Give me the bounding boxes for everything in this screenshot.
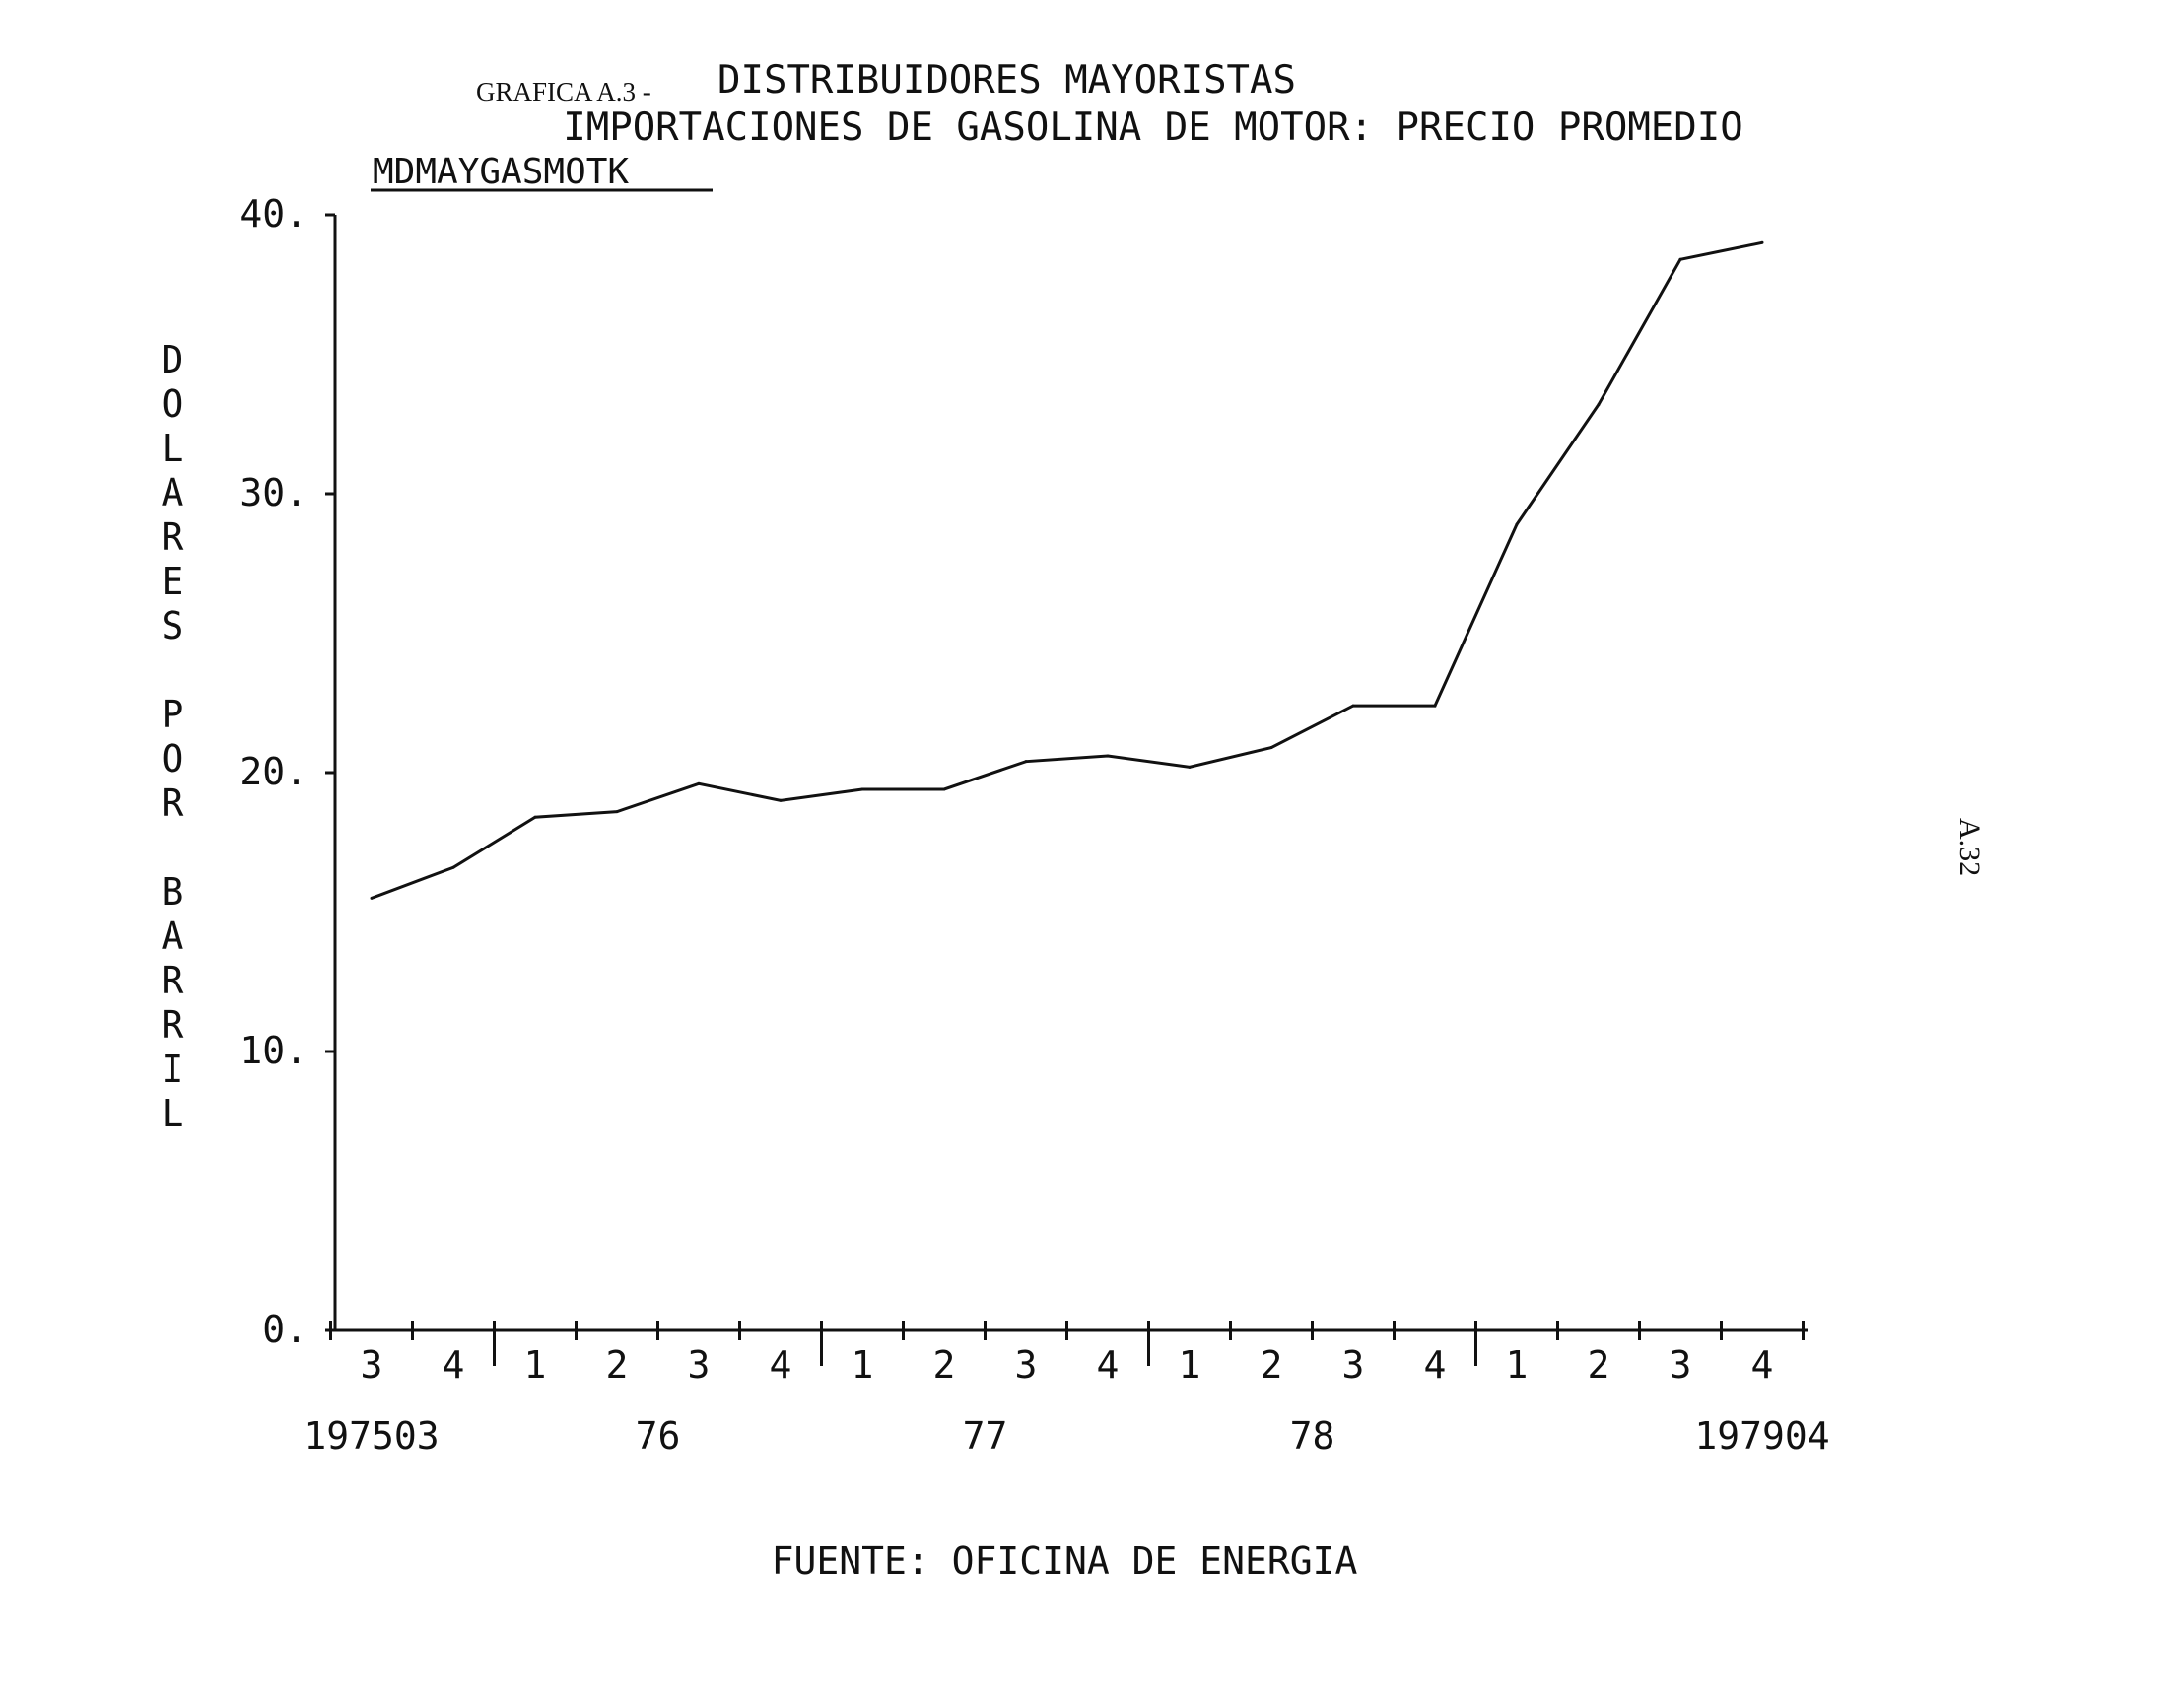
quarter-label: 3 [1015,1343,1038,1387]
quarter-label: 2 [933,1343,956,1387]
x-axis-ticks: 3 4 1 2 3 4 1 2 3 4 1 2 3 4 1 2 3 4 [329,1321,1805,1387]
quarter-label: 4 [1097,1343,1120,1387]
data-point [1106,754,1110,758]
y-axis-label-letter: R [162,959,184,1002]
year-label: 197503 [304,1414,439,1458]
quarter-label: 3 [1670,1343,1692,1387]
chart-subtitle: IMPORTACIONES DE GASOLINA DE MOTOR: PREC… [563,105,1742,150]
data-point [697,781,701,785]
y-axis-label-letter: A [162,915,184,958]
y-axis-label-letter: P [162,693,184,736]
y-axis-label-letter: L [162,427,184,470]
y-axis-ticks: 0. 10. 20. 30. 40. [239,192,335,1351]
quarter-label: 1 [1179,1343,1201,1387]
year-label: 77 [963,1414,1008,1458]
data-point [779,798,783,802]
data-point [1760,240,1764,244]
quarter-label: 2 [1261,1343,1283,1387]
data-point [942,787,946,791]
quarter-label: 1 [852,1343,874,1387]
quarter-label: 4 [1751,1343,1774,1387]
data-point [860,787,864,791]
quarter-label: 3 [688,1343,711,1387]
year-labels: 197503 76 77 78 197904 [304,1414,1829,1458]
data-point [1678,257,1682,261]
quarter-label: 4 [770,1343,792,1387]
quarter-label: 4 [1424,1343,1447,1387]
data-point [1597,402,1601,406]
chart-prefix: GRAFICA A.3 - [476,77,651,106]
y-axis-label-letter: B [162,870,184,914]
quarter-label: 1 [524,1343,547,1387]
data-point [1515,522,1519,526]
y-axis-label-letter: R [162,781,184,825]
y-tick-label: 40. [239,192,307,236]
quarter-label: 2 [606,1343,629,1387]
quarter-label: 2 [1588,1343,1610,1387]
data-point [615,810,619,814]
y-axis-label-letter: R [162,515,184,559]
data-point [1188,765,1192,769]
y-axis-label-letter: E [162,560,184,603]
y-axis-label-letter: O [162,382,184,426]
y-tick-label: 30. [239,471,307,514]
quarter-label: 3 [361,1343,383,1387]
year-label: 197904 [1694,1414,1829,1458]
y-axis-label-letter: D [162,338,184,381]
data-point [533,815,537,819]
data-point [370,896,374,900]
quarter-label: 4 [443,1343,465,1387]
y-axis-label-letter: R [162,1003,184,1047]
series-line [370,240,1764,900]
chart-title: DISTRIBUIDORES MAYORISTAS [717,58,1296,102]
data-point [1433,704,1437,708]
y-axis-label-letter: L [162,1092,184,1135]
y-axis-label-letter: S [162,604,184,647]
quarter-label: 3 [1342,1343,1365,1387]
data-point [1024,760,1028,764]
data-point [1351,704,1355,708]
y-tick-label: 10. [239,1029,307,1072]
price-line [371,240,1763,900]
y-tick-label: 20. [239,750,307,793]
series-code: MDMAYGASMOTK [373,152,629,192]
year-label: 76 [636,1414,681,1458]
quarter-label: 1 [1506,1343,1529,1387]
data-point [1269,746,1273,750]
y-axis-label-letter: O [162,737,184,780]
y-tick-label: 0. [262,1308,307,1351]
source-note: FUENTE: OFICINA DE ENERGIA [772,1539,1358,1583]
y-axis-label-letter: I [162,1048,184,1091]
y-axis-label-letter: A [162,471,184,514]
page-number: A.32 [1953,818,1986,877]
axes [333,215,1808,1332]
data-point [451,865,455,869]
year-label: 78 [1290,1414,1335,1458]
